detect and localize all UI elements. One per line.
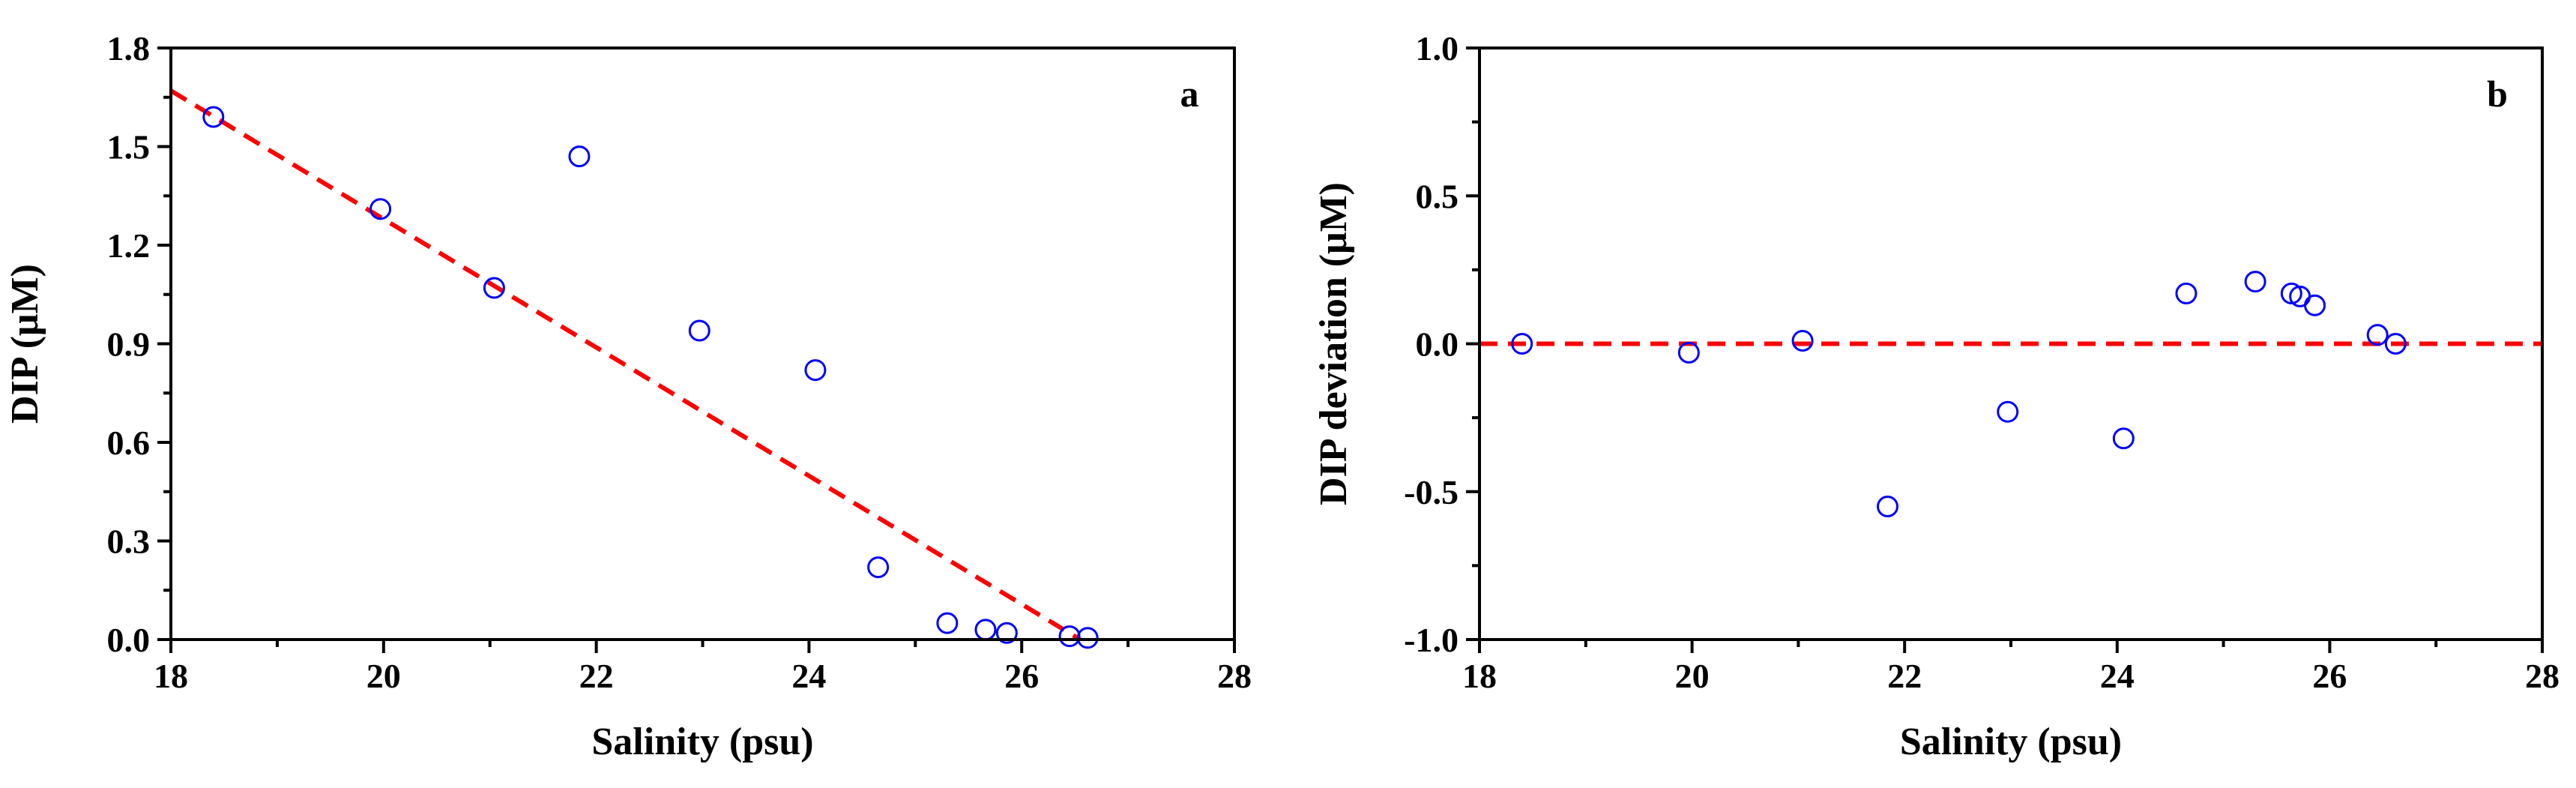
data-point-12 (1076, 627, 1099, 649)
y-tick-label: 0.6 (107, 424, 151, 462)
panel-label: a (1180, 73, 1199, 115)
data-point-3 (1791, 330, 1814, 352)
y-tick-label: 1.5 (107, 128, 151, 166)
data-point-5 (688, 319, 711, 342)
data-point-4 (568, 145, 591, 168)
x-tick-label: 24 (791, 657, 826, 695)
data-point-8 (2244, 271, 2266, 293)
y-tick-label: 0.3 (107, 523, 151, 561)
x-axis-title: Salinity (psu) (591, 721, 813, 763)
x-tick-label: 20 (1675, 657, 1710, 695)
data-point-13 (2384, 333, 2407, 355)
x-tick-label: 22 (579, 657, 614, 695)
data-point-10 (995, 622, 1018, 644)
data-point-6 (2112, 427, 2135, 450)
y-tick-label: 1.8 (107, 29, 151, 67)
data-point-11 (2304, 294, 2326, 316)
y-tick-label: -0.5 (1404, 473, 1459, 511)
data-point-2 (369, 198, 392, 220)
data-point-9 (974, 619, 997, 641)
x-axis-title: Salinity (psu) (1900, 721, 2122, 763)
reference-line (171, 88, 1082, 640)
panel-label: b (2487, 73, 2508, 115)
x-tick-label: 26 (1004, 657, 1039, 695)
data-point-2 (1677, 341, 1700, 364)
data-point-8 (936, 612, 959, 634)
x-tick-label: 18 (1462, 657, 1497, 695)
x-tick-label: 20 (367, 657, 401, 695)
x-tick-label: 24 (2100, 657, 2135, 695)
data-point-9 (2280, 282, 2302, 304)
x-tick-label: 28 (2525, 657, 2560, 695)
x-tick-label: 18 (154, 657, 188, 695)
x-tick-label: 22 (1887, 657, 1922, 695)
y-tick-label: 0.9 (107, 325, 151, 364)
y-axis-title: DIP (μM) (4, 264, 46, 424)
data-point-4 (1877, 495, 1899, 517)
data-point-7 (2175, 282, 2198, 304)
y-tick-label: 0.0 (107, 621, 151, 659)
plot-frame (169, 46, 1236, 641)
data-point-7 (867, 556, 890, 579)
chart-panel-b: 18 20 22 24 26 28 -1.0 -0.5 0.0 0.5 1.0 Salinity (p… (1312, 29, 2560, 763)
y-tick-label: 0.5 (1416, 177, 1459, 215)
y-tick-label: 0.0 (1416, 325, 1459, 364)
data-point-6 (804, 359, 827, 382)
x-tick-label: 28 (1217, 657, 1252, 695)
data-point-12 (2366, 324, 2389, 346)
data-point-1 (202, 106, 225, 128)
y-tick-label: -1.0 (1404, 621, 1459, 659)
data-point-3 (483, 277, 505, 299)
data-point-11 (1058, 625, 1081, 648)
x-tick-label: 26 (2312, 657, 2347, 695)
chart-panel-a: 18 20 22 24 26 28 0.0 0.3 0.6 0.9 1.2 1.5 1.8 Salinit… (4, 29, 1252, 763)
y-tick-label: 1.0 (1416, 29, 1459, 67)
data-point-1 (1511, 333, 1533, 355)
y-tick-label: 1.2 (107, 226, 151, 265)
y-axis-title: DIP deviation (μM) (1312, 182, 1355, 505)
data-point-5 (1997, 400, 2019, 423)
